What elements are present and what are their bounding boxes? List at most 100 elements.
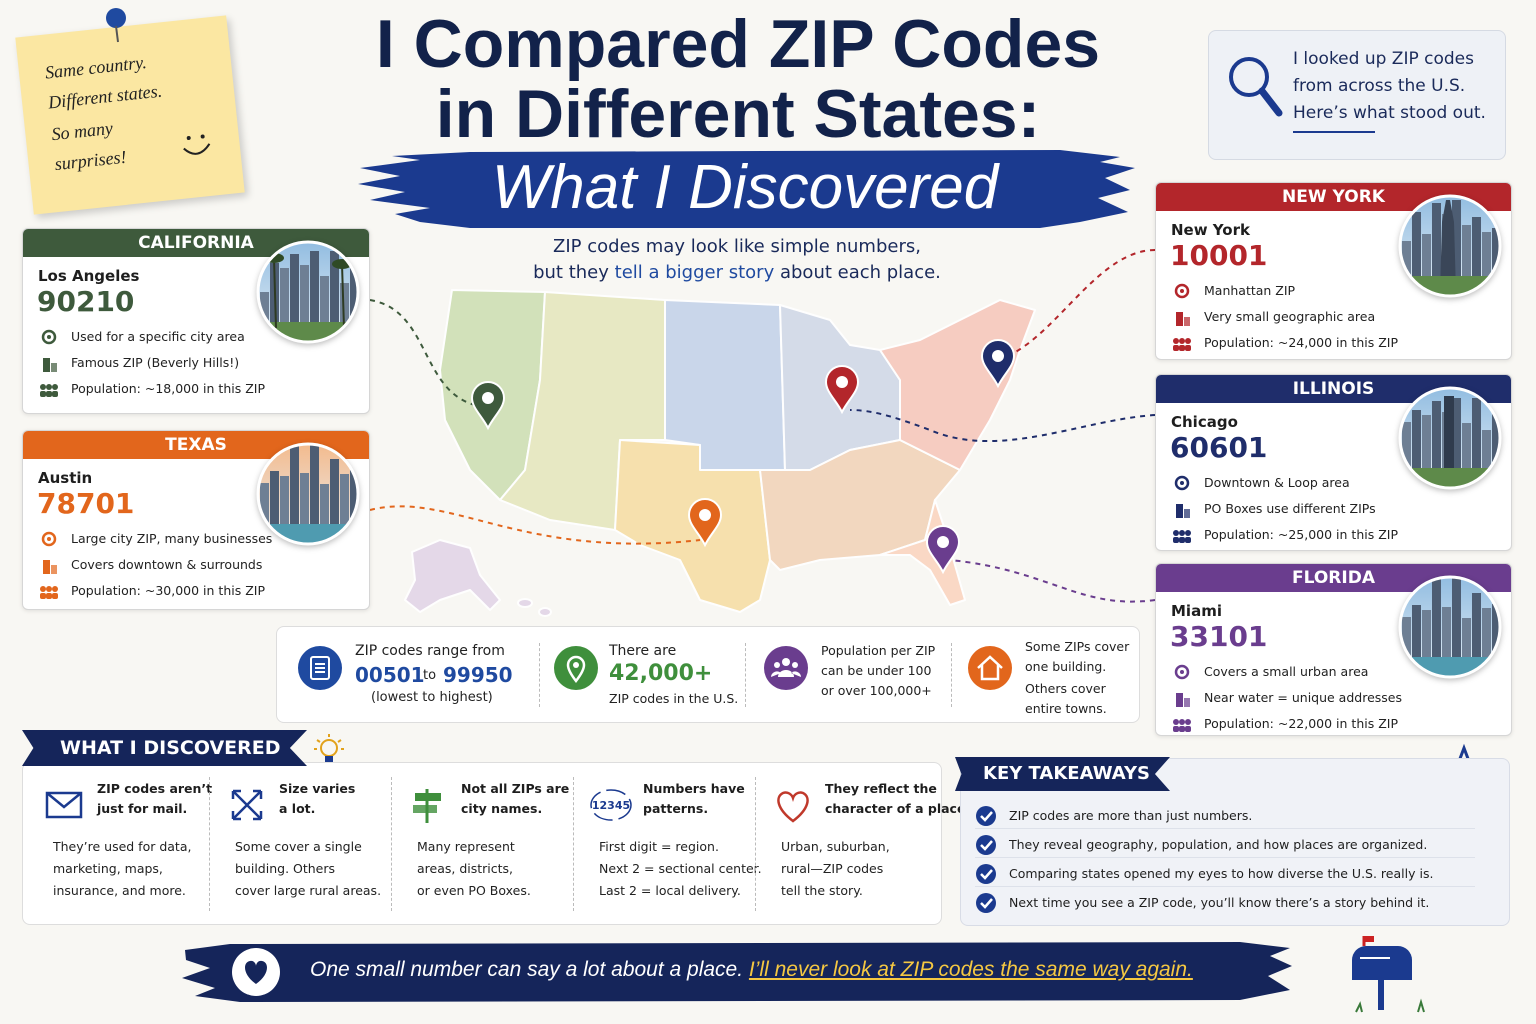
fact-text: Population: ~18,000 in this ZIP <box>71 381 265 396</box>
fact-icon <box>1173 338 1191 351</box>
icon-shape <box>980 811 993 822</box>
bulb-icon <box>314 734 344 762</box>
discovery-icon <box>45 791 83 819</box>
discovery-icon <box>413 789 441 823</box>
icon-shape <box>1173 537 1179 543</box>
photo-content <box>1400 577 1500 677</box>
us-map <box>404 289 1036 617</box>
building <box>290 254 299 342</box>
fact-icon <box>1174 283 1190 299</box>
stat-text: or over 100,000+ <box>821 683 932 698</box>
pin-dot <box>482 392 494 404</box>
fact-text: Population: ~25,000 in this ZIP <box>1204 527 1398 542</box>
icon-shape <box>976 806 996 826</box>
discovery-heading: They reflect the <box>825 781 937 796</box>
icon-shape <box>980 898 993 909</box>
building <box>300 473 309 544</box>
discovery-icon <box>777 791 809 823</box>
icon-shape <box>1173 719 1179 725</box>
building <box>1412 212 1421 296</box>
discovery-body: Many represent <box>417 839 515 854</box>
icon-shape <box>40 586 46 592</box>
photo-ring <box>1398 194 1502 298</box>
building <box>280 476 289 544</box>
icon-shape <box>1180 670 1184 674</box>
icon-shape <box>1180 481 1184 485</box>
intro-line: I looked up ZIP codes <box>1293 49 1474 69</box>
fact-text: Covers downtown & surrounds <box>71 557 263 572</box>
city-photo <box>256 442 360 546</box>
building <box>350 470 358 544</box>
palm-trunk <box>341 263 345 329</box>
city-photo <box>1398 386 1502 490</box>
building <box>320 276 329 342</box>
discovery-body: Urban, suburban, <box>781 839 890 854</box>
check-icon <box>976 835 996 855</box>
region-hawaii <box>517 598 533 608</box>
building <box>1442 607 1451 677</box>
fact-text: Near water = unique addresses <box>1204 690 1402 705</box>
building <box>1452 200 1461 296</box>
fact-icon <box>43 560 57 574</box>
icon-shape <box>1180 289 1184 293</box>
discovery-body: They’re used for data, <box>53 839 192 854</box>
fact-icon <box>1176 504 1190 518</box>
stat-icon <box>298 646 342 690</box>
discoveries-box: ZIP codes aren’t just for mail. They’re us… <box>22 762 970 925</box>
smiley-doodle <box>183 134 211 155</box>
discovery-body: building. Others <box>235 861 336 876</box>
caption-highlight: tell a bigger story <box>614 262 775 283</box>
building <box>1462 225 1471 296</box>
stats-bar: ZIP codes range from 00501 to 99950 (low… <box>276 626 1140 723</box>
stat-text: Others cover <box>1025 681 1106 696</box>
icon-shape <box>1176 693 1183 707</box>
stat-text: entire towns. <box>1025 701 1107 716</box>
icon-shape <box>1174 664 1190 680</box>
fact-text: Population: ~30,000 in this ZIP <box>71 583 265 598</box>
photo-content <box>1400 196 1500 296</box>
icon-shape <box>40 384 46 390</box>
region-hawaii <box>538 607 552 617</box>
icon-shape <box>976 864 996 884</box>
discovery-body: Next 2 = sectional center. <box>599 861 762 876</box>
fact-icon <box>1173 719 1191 732</box>
icon-shape <box>47 537 51 541</box>
building <box>1492 604 1500 677</box>
icon-shape <box>52 384 58 390</box>
discovery-body: cover large rural areas. <box>235 883 382 898</box>
discovery-heading: Not all ZIPs are <box>461 781 570 796</box>
city-name: Austin <box>38 469 93 487</box>
city-name: Chicago <box>1171 413 1238 431</box>
footer-highlight: I’ll never look at ZIP codes the same wa… <box>748 958 1193 981</box>
zip-code: 10001 <box>1170 239 1268 272</box>
building <box>280 268 289 342</box>
photo-content <box>1400 388 1500 488</box>
intro-line: Here’s what stood out. <box>1293 103 1486 123</box>
push-pin <box>106 8 126 43</box>
subtitle: What I Discovered <box>491 153 999 222</box>
map-pins <box>470 339 1016 575</box>
building <box>340 474 349 544</box>
stat-icon <box>968 646 1012 690</box>
icon-shape <box>46 384 52 390</box>
icon-shape <box>41 329 57 345</box>
building <box>1432 401 1441 488</box>
building <box>1492 409 1500 488</box>
icon-shape <box>590 789 632 821</box>
icon-shape <box>1174 283 1190 299</box>
discovery-heading: Size varies <box>279 781 356 796</box>
fact-text: Covers a small urban area <box>1204 664 1369 679</box>
icon-shape <box>46 586 52 592</box>
icon-shape <box>46 792 82 809</box>
stat-text: There are <box>609 643 677 659</box>
takeaway-text: ZIP codes are more than just numbers. <box>1009 808 1253 823</box>
palm-trunk <box>273 257 277 329</box>
fact-icon <box>40 586 58 599</box>
icon-shape <box>1185 345 1191 351</box>
divider <box>745 643 746 707</box>
discovery-body: or even PO Boxes. <box>417 883 531 898</box>
footer-line: One small number can say a lot about a p… <box>310 955 1193 985</box>
discovery-body: Last 2 = local delivery. <box>599 883 741 898</box>
stat-text: ZIP codes range from <box>355 643 505 659</box>
